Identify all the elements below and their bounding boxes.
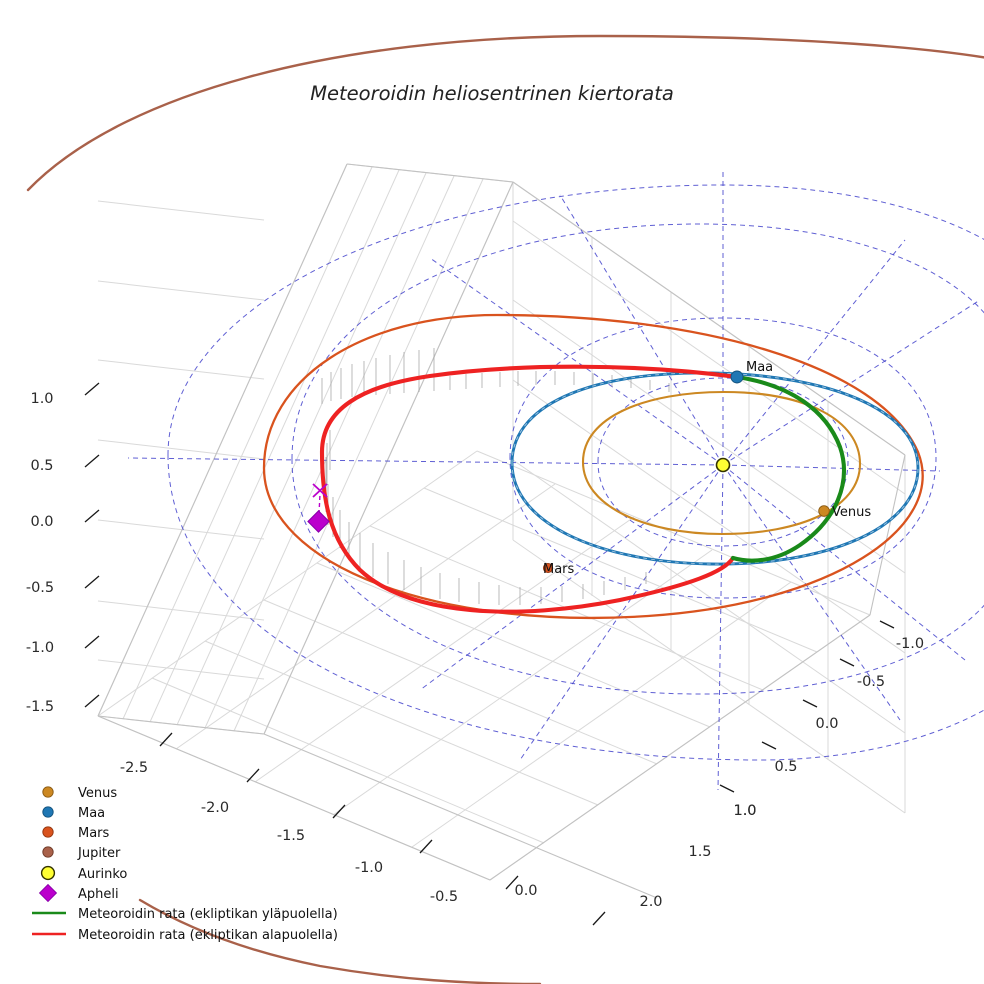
orbit-earth (510, 371, 920, 566)
legend-marker-apheli (38, 883, 58, 903)
x-tick-0: -2.5 (120, 760, 148, 776)
legend-label-apheli: Apheli (78, 887, 119, 902)
earth-label: Maa (746, 360, 773, 375)
planet-orbits (26, 34, 984, 984)
body-markers: Maa Venus Mars (542, 360, 871, 577)
legend-marker-mars (42, 826, 54, 838)
mars-marker (542, 562, 554, 574)
x-tick-8: 1.5 (688, 844, 711, 860)
legend-label-jupiter: Jupiter (77, 846, 121, 861)
x-tick-2: -1.5 (277, 828, 305, 844)
y-tick-1: -0.5 (857, 674, 885, 690)
x-tick-7: 1.0 (733, 803, 756, 819)
orbit-meteoroid-below (319, 364, 740, 614)
orbit-mars (262, 313, 924, 620)
mars-label: Mars (543, 562, 575, 577)
y-tick-0: -1.0 (896, 636, 924, 652)
orbit-jupiter-top (26, 34, 984, 192)
legend-marker-jupiter (42, 846, 54, 858)
legend-label-aurinko: Aurinko (78, 867, 127, 882)
x-axis-ticks: -2.5 -2.0 -1.5 -1.0 -0.5 0.0 1.0 1.5 2.0 (120, 732, 757, 926)
z-tick-0: 1.0 (30, 391, 53, 407)
y-axis-ticks: -1.0 -0.5 0.0 0.5 1.0 (719, 620, 924, 819)
venus-label: Venus (832, 505, 871, 520)
x-tick-9: 2.0 (639, 894, 662, 910)
z-axis-ticks: 1.0 0.5 0.0 -0.5 -1.0 -1.5 (26, 382, 100, 715)
legend-marker-venus (42, 786, 54, 798)
x-tick-1: -2.0 (201, 800, 229, 816)
pane-left (97, 163, 514, 735)
legend-marker-maa (42, 806, 54, 818)
legend-label-mars: Mars (78, 826, 110, 841)
x-tick-3: -1.0 (355, 860, 383, 876)
projected-orbit-ellipses (167, 184, 984, 761)
legend-label-meteoroid-above: Meteoroidin rata (ekliptikan yläpuolella… (78, 907, 338, 922)
y-tick-3: 0.5 (774, 759, 797, 775)
orbit-earth-dash (511, 372, 919, 565)
z-tick-3: -0.5 (26, 580, 54, 596)
venus-marker (818, 505, 830, 517)
axes-panes (97, 163, 906, 899)
legend-label-venus: Venus (78, 786, 117, 801)
legend-label-maa: Maa (78, 806, 105, 821)
box-edges (97, 163, 906, 899)
legend-marker-aurinko (40, 865, 56, 881)
z-tick-5: -1.5 (26, 699, 54, 715)
z-tick-4: -1.0 (26, 640, 54, 656)
orbit-meteoroid-above (730, 374, 846, 563)
earth-marker (730, 370, 744, 384)
aphelion-connector (318, 493, 321, 515)
meteoroid-orbit (319, 364, 846, 614)
ecliptic-projection-lines (127, 170, 984, 791)
y-tick-4: 1.0 (733, 803, 756, 819)
aphelion-diamond-marker (307, 510, 330, 533)
aphelion-group (307, 483, 330, 533)
page-title: Meteoroidin heliosentrinen kiertorata (310, 82, 674, 105)
sun-radial-spokes (127, 170, 981, 791)
sun-marker (715, 457, 731, 473)
orbit-venus (581, 390, 862, 536)
x-tick-4: -0.5 (430, 889, 458, 905)
y-tick-2: 0.0 (815, 716, 838, 732)
aphelion-cross-icon (312, 483, 328, 498)
legend: Venus Maa Mars Jupiter Aurinko Apheli Me… (32, 786, 338, 943)
z-tick-1: 0.5 (30, 458, 53, 474)
legend-label-meteoroid-below: Meteoroidin rata (ekliptikan alapuolella… (78, 928, 338, 943)
x-tick-5: 0.0 (514, 883, 537, 899)
z-tick-2: 0.0 (30, 514, 53, 530)
orbit-jupiter-bottom (138, 898, 542, 984)
orbit-height-stems (321, 348, 670, 605)
